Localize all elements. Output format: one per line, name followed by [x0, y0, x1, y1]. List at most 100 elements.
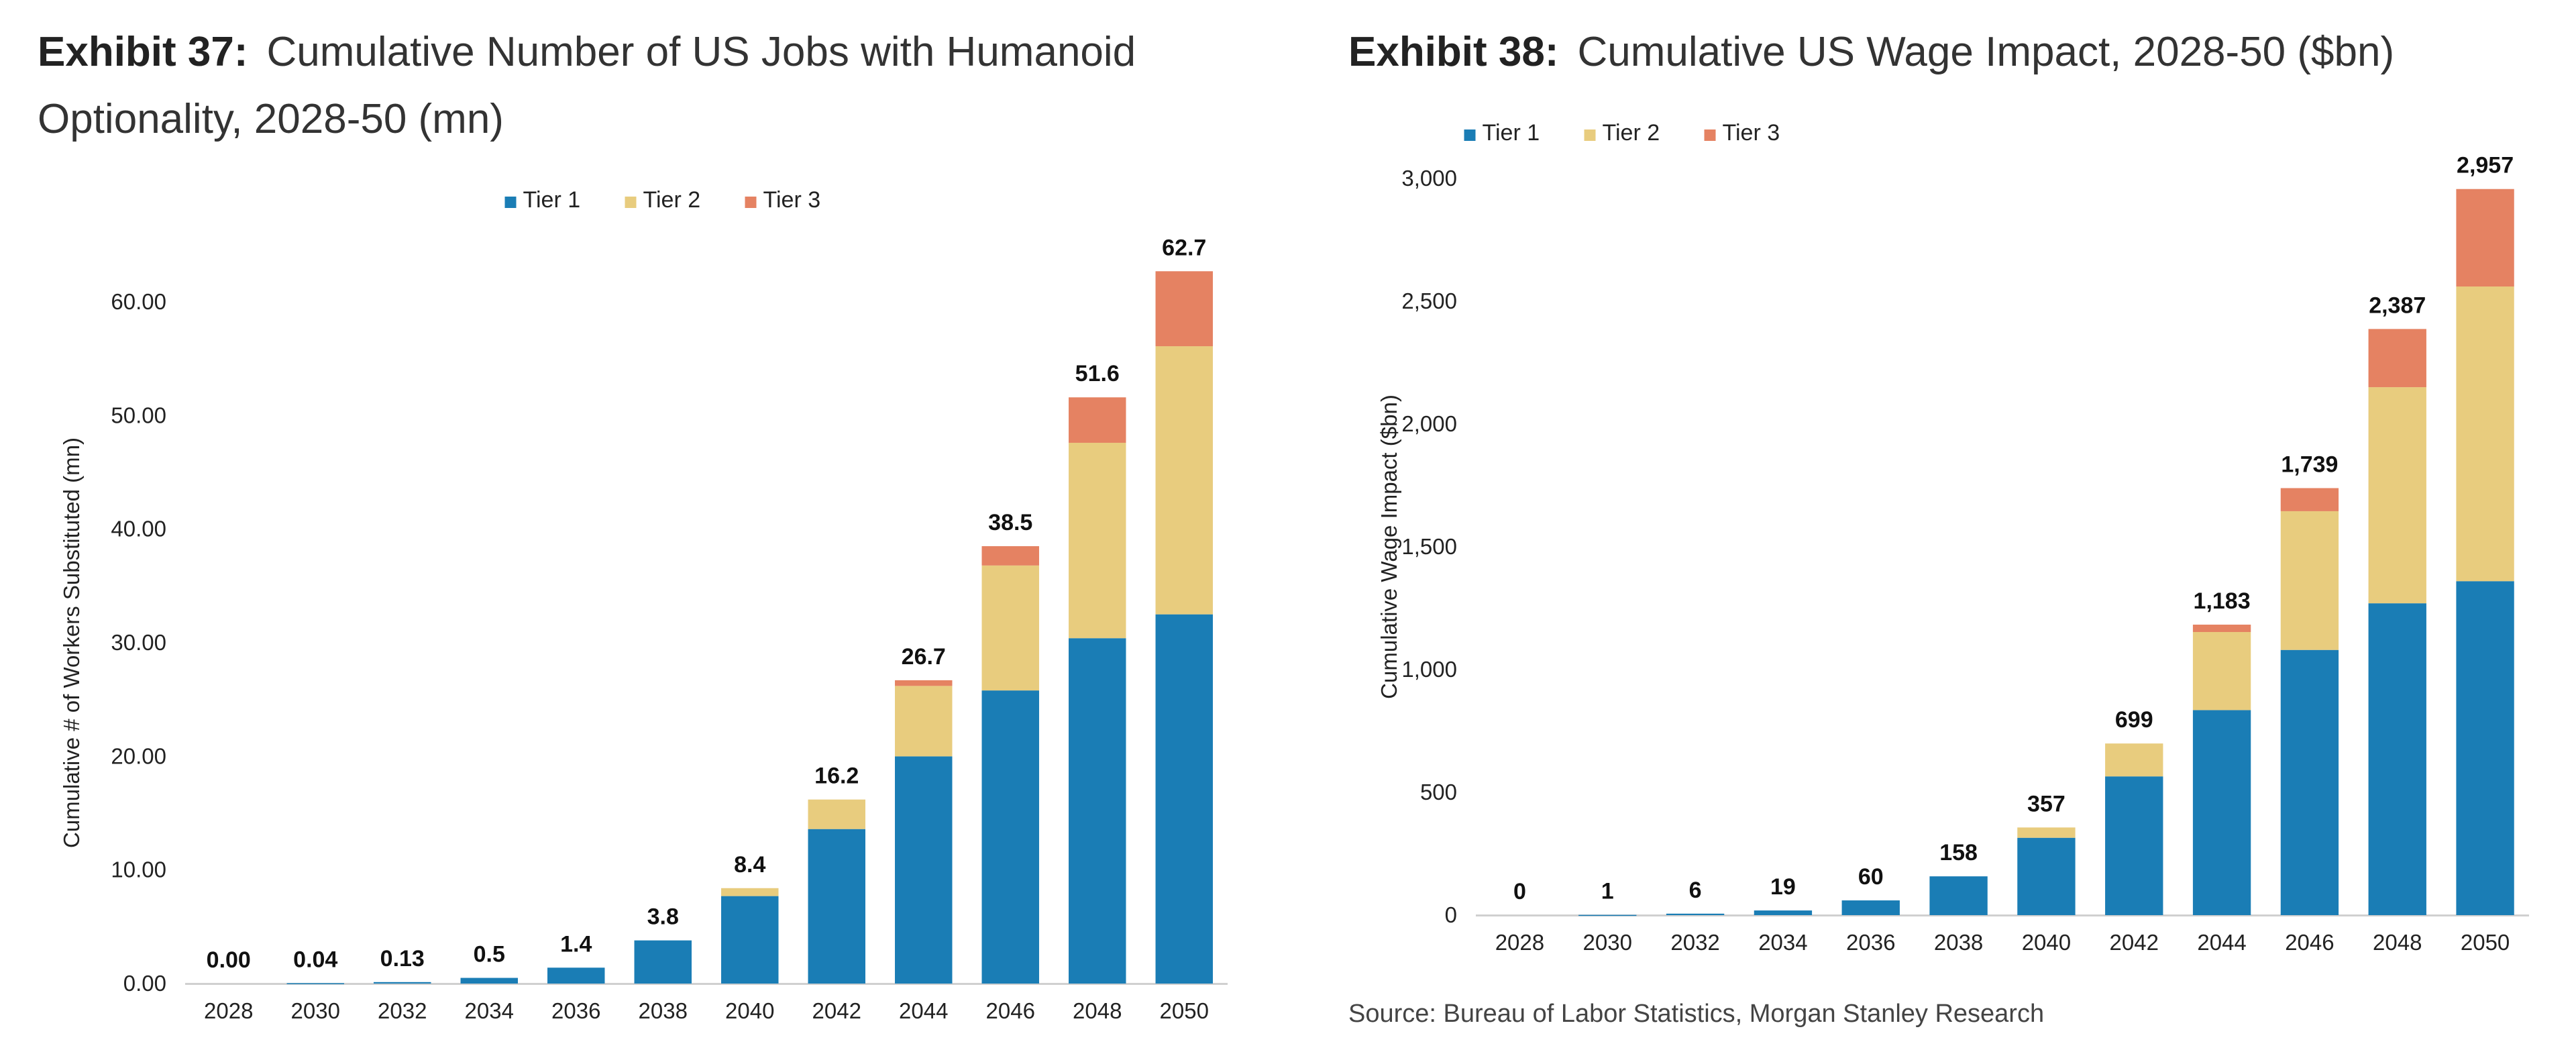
legend-item-tier-3: Tier 3 [745, 187, 821, 213]
exhibit-37-title-line-1: Cumulative Number of US Jobs with Humano… [266, 29, 1136, 75]
bar-tier-1-2044 [2192, 710, 2251, 915]
legend-swatch [745, 197, 757, 208]
bar-tier-1-2032 [374, 982, 431, 984]
legend-label: Tier 2 [643, 187, 701, 213]
legend: Tier 1 Tier 2 Tier 3 [1464, 120, 1780, 146]
total-label-2044: 1,183 [2194, 588, 2251, 614]
x-tick-label-2038: 2038 [639, 998, 688, 1023]
y-tick-label: 3,000 [1401, 166, 1457, 191]
exhibit-38-title-line-1: Cumulative US Wage Impact, 2028-50 ($bn) [1577, 29, 2395, 75]
y-tick-label: 20.00 [111, 743, 166, 768]
bar-tier-1-2036 [1841, 900, 1900, 915]
bar-tier-3-2048 [1069, 397, 1126, 443]
bar-tier-3-2050 [2456, 189, 2514, 287]
legend-item-tier-2: Tier 2 [1584, 120, 1660, 146]
legend-item-tier-1: Tier 1 [1464, 120, 1540, 146]
bar-tier-1-2032 [1666, 913, 1725, 915]
bar-tier-1-2042 [2105, 776, 2163, 915]
y-tick-label: 30.00 [111, 630, 166, 655]
x-tick-label-2044: 2044 [899, 998, 948, 1023]
bar-tier-3-2048 [2368, 329, 2426, 388]
total-label-2040: 357 [2027, 791, 2065, 817]
x-tick-label-2046: 2046 [986, 998, 1035, 1023]
y-tick-label: 2,500 [1401, 288, 1457, 313]
x-tick-label-2032: 2032 [1670, 930, 1719, 955]
legend-swatch [1584, 129, 1596, 141]
bar-tier-3-2046 [2280, 488, 2339, 511]
exhibit-37-panel: Exhibit 37: Cumulative Number of US Jobs … [0, 0, 1275, 1052]
total-label-2032: 6 [1689, 878, 1702, 903]
total-label-2030: 1 [1601, 879, 1614, 904]
y-axis-title: Cumulative Wage Impact ($bn) [1377, 394, 1401, 699]
bar-tier-1-2042 [808, 829, 865, 984]
legend-label: Tier 1 [523, 187, 581, 213]
bar-tier-2-2044 [2192, 632, 2251, 711]
bar-tier-2-2044 [895, 686, 953, 757]
y-tick-label: 0 [1445, 902, 1457, 927]
x-tick-label-2036: 2036 [1846, 930, 1895, 955]
y-tick-label: 2,000 [1401, 411, 1457, 436]
bar-tier-1-2050 [1155, 614, 1213, 984]
bar-tier-2-2040 [2017, 827, 2076, 838]
x-tick-label-2040: 2040 [2022, 930, 2071, 955]
bar-tier-1-2030 [286, 983, 344, 984]
x-tick-label-2032: 2032 [378, 998, 427, 1023]
y-axis-title: Cumulative # of Workers Substituted (mn) [59, 437, 84, 848]
legend-swatch [1704, 129, 1716, 141]
y-tick-label: 60.00 [111, 289, 166, 314]
x-tick-label-2048: 2048 [1073, 998, 1122, 1023]
total-label-2038: 3.8 [647, 904, 679, 930]
bar-tier-2-2048 [1069, 442, 1126, 639]
x-tick-label-2042: 2042 [812, 998, 861, 1023]
legend-label: Tier 2 [1603, 120, 1660, 146]
exhibit-37-number: Exhibit 37: [38, 29, 248, 75]
bar-tier-3-2050 [1155, 271, 1213, 347]
bar-tier-1-2040 [2017, 837, 2076, 915]
y-tick-label: 1,500 [1401, 534, 1457, 559]
bar-tier-1-2050 [2456, 581, 2514, 915]
legend: Tier 1 Tier 2 Tier 3 [504, 187, 821, 213]
legend-item-tier-1: Tier 1 [504, 187, 581, 213]
y-tick-label: 1,000 [1401, 657, 1457, 682]
x-tick-label-2038: 2038 [1934, 930, 1983, 955]
total-label-2034: 19 [1770, 874, 1796, 900]
legend-label: Tier 3 [763, 187, 821, 213]
wage-stacked-bar-chart: 0 500 1,000 1,500 2,000 2,500 3,000 Cumulative … [1377, 120, 2529, 955]
total-label-2036: 1.4 [560, 931, 592, 957]
x-tick-label-2030: 2030 [291, 998, 340, 1023]
x-tick-label-2044: 2044 [2197, 930, 2246, 955]
x-tick-label-2028: 2028 [204, 998, 253, 1023]
bar-tier-1-2048 [1069, 638, 1126, 984]
bar-tier-2-2046 [2280, 511, 2339, 650]
bar-tier-1-2030 [1578, 914, 1637, 916]
total-label-2028: 0.00 [207, 947, 251, 973]
bar-tier-2-2042 [808, 799, 865, 829]
total-label-2042: 699 [2115, 707, 2153, 733]
bar-tier-3-2044 [2192, 625, 2251, 633]
bar-tier-1-2048 [2368, 603, 2426, 915]
total-label-2030: 0.04 [293, 947, 337, 972]
x-tick-label-2046: 2046 [2285, 930, 2334, 955]
exhibit-38-number: Exhibit 38: [1348, 29, 1559, 75]
bar-tier-2-2048 [2368, 387, 2426, 604]
y-tick-label: 10.00 [111, 857, 166, 882]
total-label-2036: 60 [1858, 864, 1884, 890]
bar-tier-2-2042 [2105, 743, 2163, 777]
legend-item-tier-3: Tier 3 [1704, 120, 1780, 146]
total-label-2028: 0 [1513, 879, 1526, 904]
bar-tier-3-2044 [895, 680, 953, 686]
y-tick-label: 0.00 [123, 971, 166, 996]
legend-swatch [504, 197, 517, 208]
x-tick-label-2040: 2040 [725, 998, 774, 1023]
y-tick-label: 40.00 [111, 517, 166, 541]
bar-tier-1-2040 [721, 896, 779, 984]
bar-tier-2-2046 [981, 565, 1039, 691]
bar-tier-1-2044 [895, 756, 953, 984]
x-tick-label-2034: 2034 [465, 998, 514, 1023]
y-tick-label: 50.00 [111, 403, 166, 427]
bar-tier-2-2050 [1155, 346, 1213, 615]
source-note: Source: Bureau of Labor Statistics, Morg… [1348, 1000, 2045, 1028]
bar-tier-1-2034 [1754, 910, 1813, 915]
total-label-2048: 2,387 [2369, 293, 2426, 318]
total-label-2038: 158 [1939, 840, 1978, 865]
